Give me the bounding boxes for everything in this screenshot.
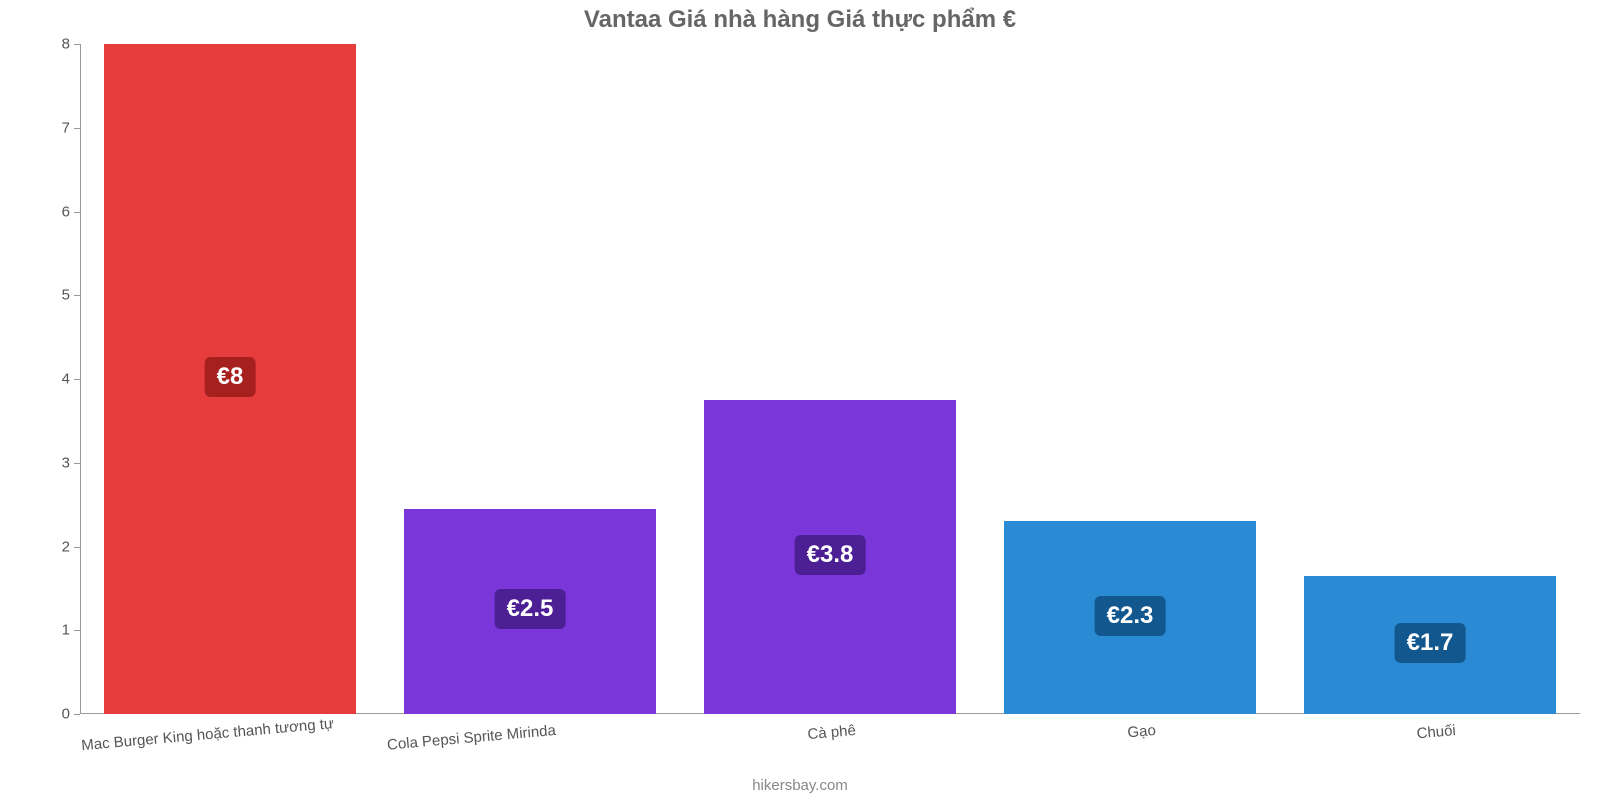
y-tick-label: 1: [62, 622, 80, 639]
bar: €3.8: [704, 400, 956, 714]
bar-value-label: €2.5: [495, 589, 566, 629]
credit-text: hikersbay.com: [0, 777, 1600, 794]
chart-title: Vantaa Giá nhà hàng Giá thực phẩm €: [0, 6, 1600, 34]
y-tick-label: 8: [62, 36, 80, 53]
price-bar-chart: Vantaa Giá nhà hàng Giá thực phẩm € 0123…: [0, 0, 1600, 800]
y-tick-label: 4: [62, 371, 80, 388]
y-tick-label: 7: [62, 119, 80, 136]
bar: €8: [104, 44, 356, 714]
bar: €1.7: [1304, 576, 1556, 714]
y-tick-label: 5: [62, 287, 80, 304]
bar: €2.3: [1004, 521, 1256, 714]
bar-value-label: €2.3: [1095, 596, 1166, 636]
y-tick-label: 0: [62, 706, 80, 723]
y-tick-label: 2: [62, 538, 80, 555]
bar-value-label: €8: [205, 357, 256, 397]
bar-value-label: €3.8: [795, 535, 866, 575]
y-axis-line: [80, 44, 81, 714]
plot-area: 012345678€8Mac Burger King hoặc thanh tư…: [80, 44, 1580, 714]
y-tick-label: 3: [62, 454, 80, 471]
bar-value-label: €1.7: [1395, 623, 1466, 663]
y-tick-label: 6: [62, 203, 80, 220]
bar: €2.5: [404, 509, 656, 714]
